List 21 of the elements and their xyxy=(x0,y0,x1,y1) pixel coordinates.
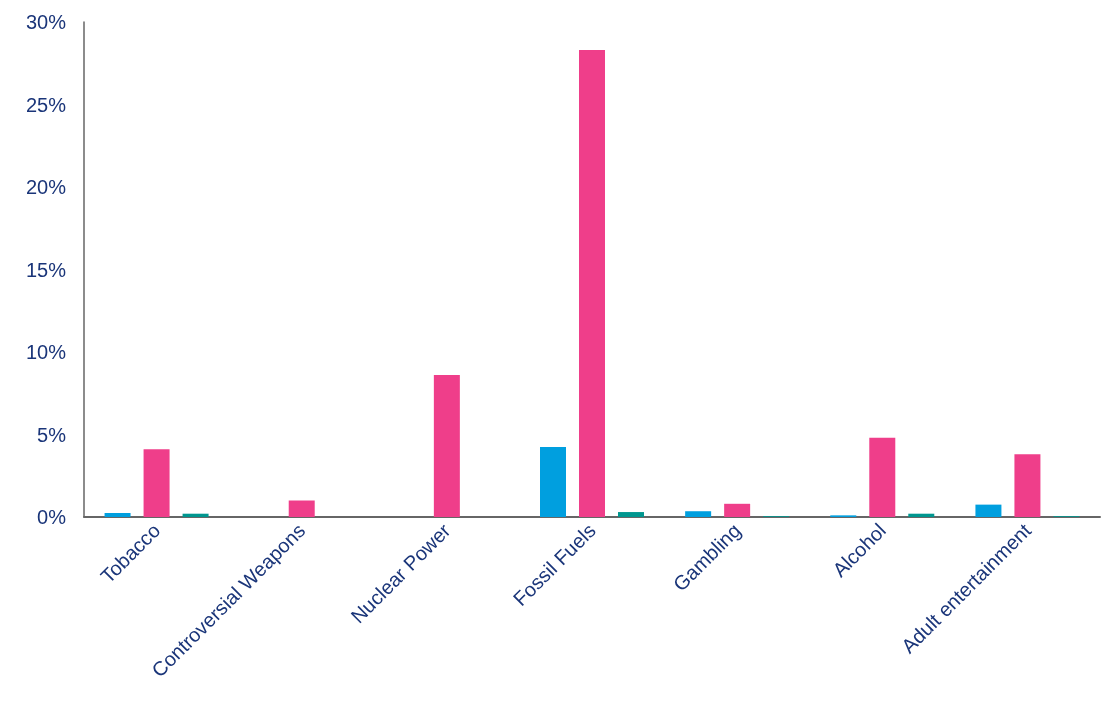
y-tick-label: 25% xyxy=(25,93,67,116)
bar xyxy=(579,50,605,517)
bar xyxy=(724,503,751,517)
bar xyxy=(104,512,131,517)
y-tick-label: 0% xyxy=(37,506,67,528)
bar xyxy=(1014,454,1041,517)
bar xyxy=(433,375,460,517)
y-tick-label: 20% xyxy=(25,176,67,198)
bar xyxy=(908,513,935,517)
bar xyxy=(540,446,566,517)
bar xyxy=(975,504,1002,517)
bar xyxy=(182,513,209,517)
bar xyxy=(143,449,170,517)
bar xyxy=(685,511,712,517)
y-tick-label: 15% xyxy=(25,258,67,281)
bar xyxy=(869,437,896,517)
bar xyxy=(618,512,644,517)
y-tick-label: 5% xyxy=(37,423,67,446)
bar xyxy=(288,500,315,517)
y-tick-label: 10% xyxy=(25,341,67,363)
y-tick-label: 30% xyxy=(25,11,67,33)
